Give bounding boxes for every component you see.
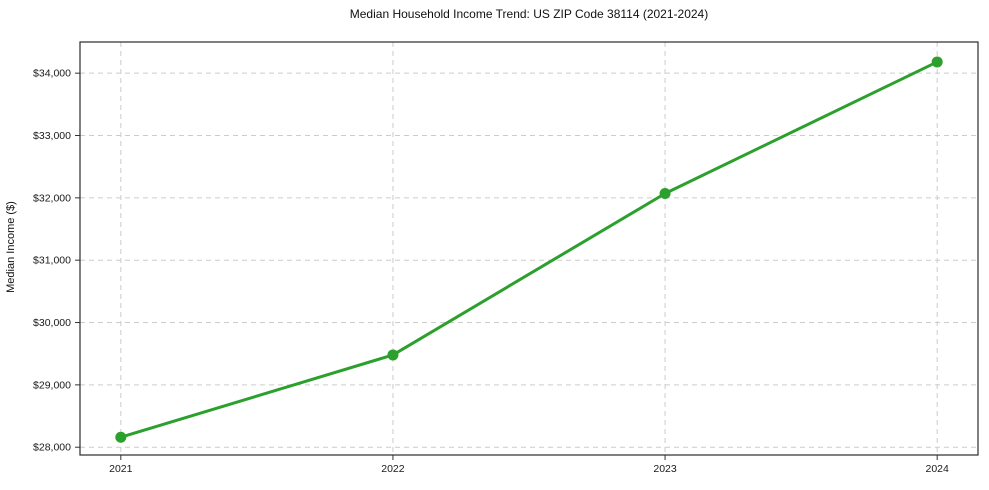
x-tick-label: 2022 <box>381 463 405 475</box>
plot-background <box>80 42 978 455</box>
y-axis-label: Median Income ($) <box>5 201 17 293</box>
x-tick-label: 2023 <box>653 463 677 475</box>
y-tick-label: $30,000 <box>33 317 71 329</box>
y-tick-label: $29,000 <box>33 379 71 391</box>
data-point-marker <box>387 349 399 361</box>
income-trend-line <box>119 60 939 439</box>
y-tick-label: $34,000 <box>33 68 71 80</box>
data-point-marker <box>931 56 943 68</box>
data-point-marker <box>115 431 127 443</box>
x-tick-label: 2024 <box>926 463 950 475</box>
chart-title: Median Household Income Trend: US ZIP Co… <box>349 7 709 21</box>
y-tick-label: $28,000 <box>33 442 71 454</box>
y-tick-label: $31,000 <box>33 255 71 267</box>
y-tick-label: $33,000 <box>33 130 71 142</box>
data-point-marker <box>659 187 671 199</box>
x-tick-label: 2021 <box>109 463 133 475</box>
y-tick-label: $32,000 <box>33 192 71 204</box>
axes-border <box>79 41 979 456</box>
